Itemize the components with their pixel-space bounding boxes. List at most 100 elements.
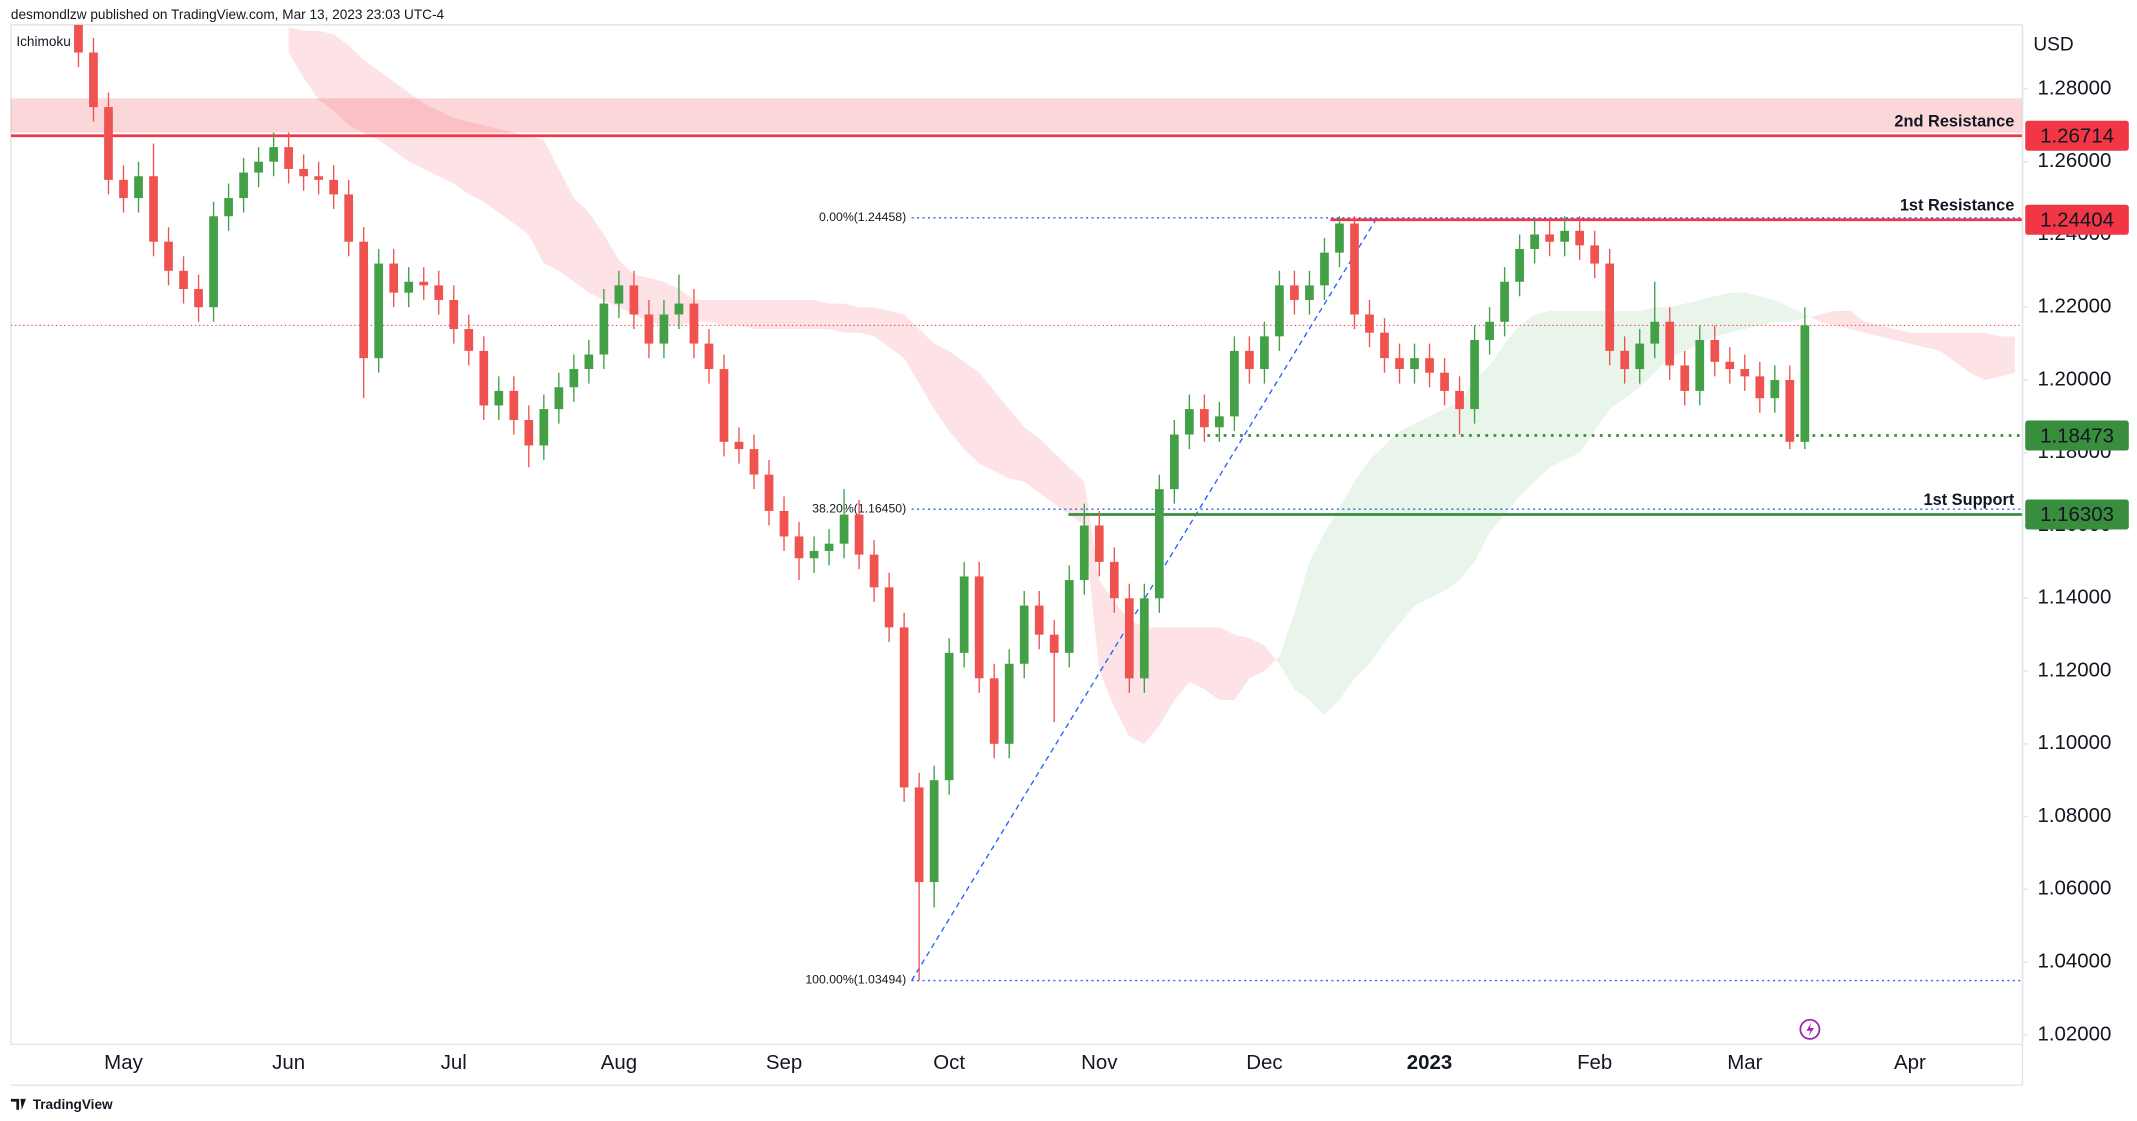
candle-body [479, 350, 489, 406]
candle-body [884, 587, 894, 628]
ichimoku-cloud [1309, 532, 1325, 715]
ichimoku-cloud [1549, 310, 1565, 468]
candle-body [374, 263, 384, 359]
brand-name[interactable]: TradingView [33, 1097, 113, 1112]
ichimoku-cloud [1924, 332, 1940, 351]
fib-label: 100.00%(1.03494) [805, 973, 906, 987]
level-badge [2025, 120, 2129, 151]
ichimoku-cloud [318, 30, 334, 111]
x-tick-label: Mar [1727, 1051, 1762, 1074]
ichimoku-cloud [964, 361, 980, 464]
ichimoku-cloud [453, 118, 469, 195]
ichimoku-cloud [588, 212, 604, 300]
candle-body [1380, 332, 1389, 359]
fib-trend-line [911, 217, 1378, 981]
ichimoku-cloud [1729, 292, 1745, 333]
ichimoku-cloud [363, 59, 379, 140]
candle-body [434, 285, 444, 300]
candle-body [1184, 409, 1194, 435]
y-tick-label: 1.02000 [2038, 1022, 2112, 1045]
ichimoku-cloud [468, 121, 484, 202]
ichimoku-cloud [1504, 325, 1520, 515]
candle-body [1004, 663, 1014, 744]
candle-body [1109, 561, 1119, 599]
indicator-label: Ichimoku [16, 34, 70, 49]
candle-body [1365, 314, 1374, 333]
x-tick-label: Sep [766, 1051, 802, 1074]
candle-body [1079, 525, 1089, 581]
candle-body [959, 576, 969, 653]
candle-body [704, 343, 714, 370]
ichimoku-cloud [1849, 310, 1865, 333]
ichimoku-cloud [1939, 332, 1955, 362]
candle-body [89, 52, 98, 108]
candle-body [299, 168, 308, 177]
ichimoku-cloud [1789, 307, 1805, 322]
candle-body [1335, 223, 1344, 253]
candle-body [1230, 350, 1239, 417]
candle-body [914, 787, 924, 883]
ichimoku-cloud [1969, 332, 1985, 380]
candle-body [929, 780, 939, 883]
x-tick-label: Dec [1246, 1051, 1282, 1074]
ichimoku-cloud [1519, 314, 1535, 497]
candle-body [764, 474, 774, 511]
ichimoku-cloud [1894, 329, 1910, 344]
x-tick-label: Jun [272, 1051, 305, 1074]
ichimoku-cloud [1429, 409, 1445, 599]
candle-body [179, 270, 188, 290]
candle-body [1154, 489, 1164, 599]
candle-body [1485, 321, 1494, 340]
candle-body [419, 281, 429, 286]
y-tick-label: 1.28000 [2038, 76, 2112, 99]
ichimoku-cloud [934, 343, 950, 431]
candle-body [1635, 343, 1645, 370]
candle-body [1199, 409, 1209, 428]
ichimoku-cloud [708, 299, 724, 326]
ichimoku-cloud [1249, 638, 1265, 679]
ichimoku-cloud [1714, 292, 1730, 337]
candle-body [1785, 379, 1795, 442]
candle-body [1049, 634, 1059, 653]
candle-body [1590, 245, 1600, 264]
ichimoku-cloud [1459, 379, 1475, 581]
y-tick-label: 1.06000 [2038, 877, 2112, 900]
ichimoku-cloud [333, 34, 349, 126]
resistance-zone [10, 98, 2023, 133]
candle-body [1124, 598, 1134, 679]
brand-logo[interactable] [10, 1098, 26, 1110]
candle-body [239, 172, 248, 199]
candle-body [899, 627, 909, 788]
candle-body [1320, 252, 1329, 286]
ichimoku-cloud [1369, 445, 1385, 664]
candle-body [614, 285, 624, 304]
candle-body [1650, 321, 1660, 344]
ichimoku-cloud [1054, 452, 1070, 515]
ichimoku-cloud [648, 278, 664, 326]
ichimoku-cloud [874, 307, 890, 348]
ichimoku-cloud [829, 303, 845, 333]
ichimoku-cloud [1999, 336, 2016, 377]
candle-body [329, 179, 339, 195]
ichimoku-cloud [738, 299, 754, 330]
alert-icon[interactable] [1799, 1018, 1821, 1040]
candle-body [1350, 223, 1359, 315]
ichimoku-cloud [1819, 310, 1835, 326]
candle-body [314, 176, 324, 180]
candle-body [1275, 285, 1284, 337]
candle-body [1770, 379, 1780, 399]
candle-body [1575, 230, 1585, 246]
candle-body [1395, 358, 1404, 370]
candle-body [869, 554, 879, 588]
candle-body [449, 299, 459, 330]
candle-body [1560, 230, 1570, 242]
candle-body [509, 390, 519, 421]
ichimoku-cloud [1879, 325, 1895, 340]
price-axis: 1.02000 1.04000 1.06000 1.08000 1.10000 1.120… [2022, 76, 2112, 1045]
ichimoku-cloud [1474, 365, 1490, 562]
ichimoku-cloud [1009, 409, 1025, 482]
candle-body [1169, 434, 1179, 490]
ichimoku-cloud [889, 310, 905, 359]
